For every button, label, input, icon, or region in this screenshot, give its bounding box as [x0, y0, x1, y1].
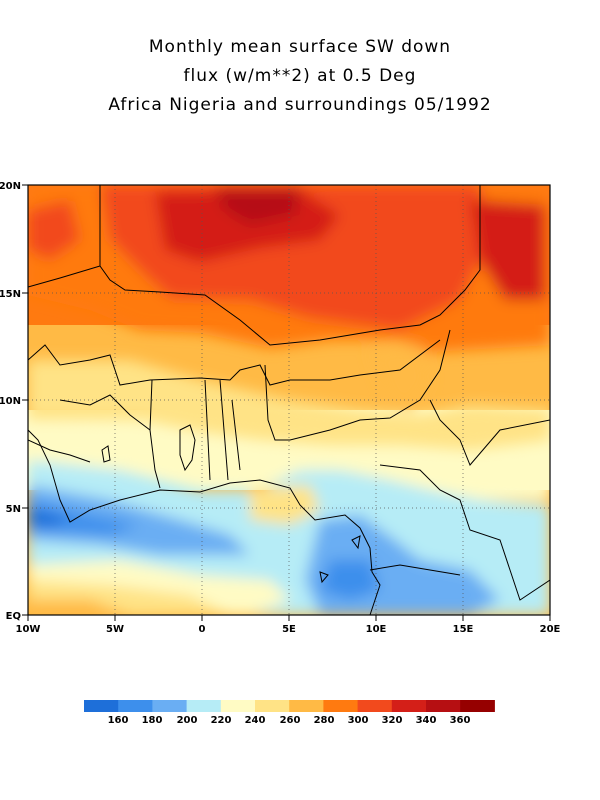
lon-axis-labels: 10W 5W 0 5E 10E 15E 20E: [16, 624, 561, 635]
colorbar-label-360: 360: [450, 715, 471, 726]
colorbar: 160 180 200 220 240 260 280 300 320 340 …: [84, 700, 495, 726]
colorbar-swatch: [357, 700, 393, 712]
colorbar-label-240: 240: [245, 715, 266, 726]
lon-label-20e: 20E: [540, 624, 561, 635]
colorbar-label-280: 280: [314, 715, 335, 726]
colorbar-label-300: 300: [348, 715, 369, 726]
colorbar-swatch: [118, 700, 153, 712]
colorbar-label-200: 200: [177, 715, 198, 726]
colorbar-label-320: 320: [382, 715, 403, 726]
lat-label-10n: 10N: [0, 396, 21, 407]
lat-label-15n: 15N: [0, 289, 21, 300]
colorbar-label-220: 220: [211, 715, 232, 726]
lon-label-5w: 5W: [106, 624, 124, 635]
colorbar-label-260: 260: [280, 715, 301, 726]
map-title: Monthly mean surface SW down flux (w/m**…: [0, 33, 600, 120]
colorbar-swatch: [84, 700, 119, 712]
title-line-1: Monthly mean surface SW down: [148, 37, 452, 57]
lon-label-10e: 10E: [366, 624, 387, 635]
colorbar-label-160: 160: [108, 715, 129, 726]
lon-label-5e: 5E: [282, 624, 296, 635]
lat-label-eq: EQ: [6, 611, 21, 622]
colorbar-swatch: [152, 700, 188, 712]
lon-label-10w: 10W: [16, 624, 41, 635]
colorbar-swatch: [426, 700, 461, 712]
colorbar-swatch: [391, 700, 427, 712]
lat-label-20n: 20N: [0, 181, 21, 192]
title-line-2: flux (w/m**2) at 0.5 Deg: [183, 66, 417, 86]
colorbar-swatch: [255, 700, 290, 712]
colorbar-swatch: [289, 700, 324, 712]
title-line-3: Africa Nigeria and surroundings 05/1992: [108, 95, 492, 115]
lat-axis-labels: EQ 5N 10N 15N 20N: [0, 181, 21, 622]
lon-label-15e: 15E: [453, 624, 474, 635]
colorbar-swatch: [460, 700, 495, 712]
graticule: [28, 185, 550, 615]
axis-ticks: [22, 184, 551, 621]
colorbar-swatch: [220, 700, 256, 712]
colorbar-label-180: 180: [142, 715, 163, 726]
colorbar-labels: 160 180 200 220 240 260 280 300 320 340 …: [108, 715, 471, 726]
lon-label-0: 0: [199, 624, 206, 635]
lakes-islands: [101, 424, 361, 584]
colorbar-swatch: [323, 700, 359, 712]
colorbar-label-340: 340: [416, 715, 437, 726]
colorbar-swatch: [186, 700, 222, 712]
colorbar-swatches: [84, 700, 495, 712]
lat-label-5n: 5N: [6, 504, 21, 515]
coastlines-borders: [28, 185, 550, 615]
flux-field: [28, 185, 550, 615]
